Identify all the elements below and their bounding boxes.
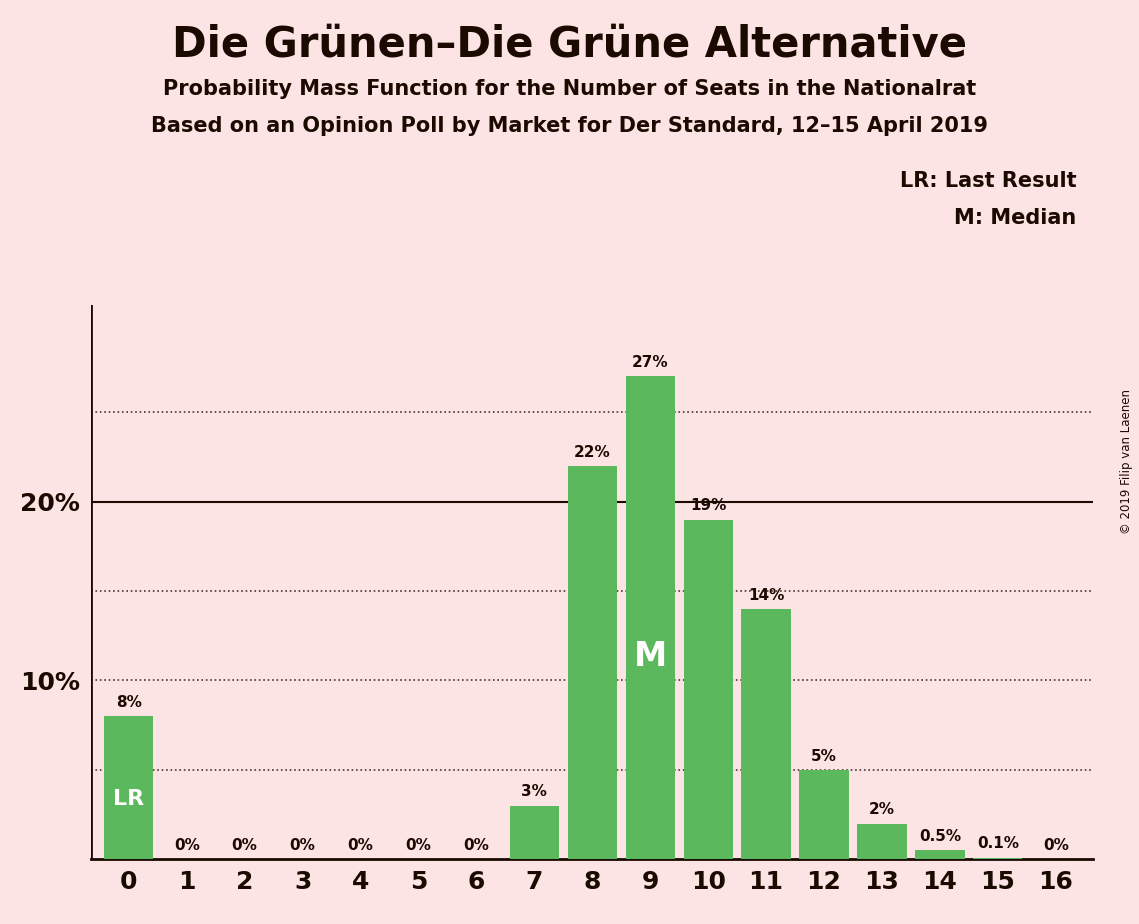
Text: 14%: 14%	[748, 588, 785, 602]
Text: 0%: 0%	[347, 838, 374, 853]
Text: Based on an Opinion Poll by Market for Der Standard, 12–15 April 2019: Based on an Opinion Poll by Market for D…	[151, 116, 988, 136]
Bar	[567, 466, 617, 859]
Text: LR: Last Result: LR: Last Result	[900, 171, 1076, 191]
Text: 0%: 0%	[289, 838, 316, 853]
Text: 22%: 22%	[574, 444, 611, 459]
Bar	[104, 716, 154, 859]
Bar	[741, 609, 790, 859]
Text: 0%: 0%	[174, 838, 199, 853]
Bar	[800, 770, 849, 859]
Text: 0%: 0%	[405, 838, 432, 853]
Text: LR: LR	[113, 789, 145, 809]
Text: 19%: 19%	[690, 498, 727, 513]
Bar	[510, 806, 559, 859]
Text: 0.5%: 0.5%	[919, 829, 961, 845]
Bar	[683, 519, 732, 859]
Text: 2%: 2%	[869, 802, 895, 818]
Text: 3%: 3%	[522, 784, 547, 799]
Text: 0%: 0%	[1043, 838, 1068, 853]
Text: © 2019 Filip van Laenen: © 2019 Filip van Laenen	[1121, 390, 1133, 534]
Text: 0%: 0%	[231, 838, 257, 853]
Text: 5%: 5%	[811, 748, 837, 763]
Text: M: M	[633, 640, 666, 673]
Text: M: Median: M: Median	[954, 208, 1076, 228]
Text: 0%: 0%	[464, 838, 490, 853]
Bar	[916, 850, 965, 859]
Bar	[858, 823, 907, 859]
Bar	[625, 376, 674, 859]
Text: Die Grünen–Die Grüne Alternative: Die Grünen–Die Grüne Alternative	[172, 23, 967, 65]
Text: 27%: 27%	[632, 355, 669, 371]
Bar	[973, 857, 1023, 859]
Text: Probability Mass Function for the Number of Seats in the Nationalrat: Probability Mass Function for the Number…	[163, 79, 976, 99]
Text: 8%: 8%	[116, 695, 141, 710]
Text: 0.1%: 0.1%	[977, 836, 1019, 851]
